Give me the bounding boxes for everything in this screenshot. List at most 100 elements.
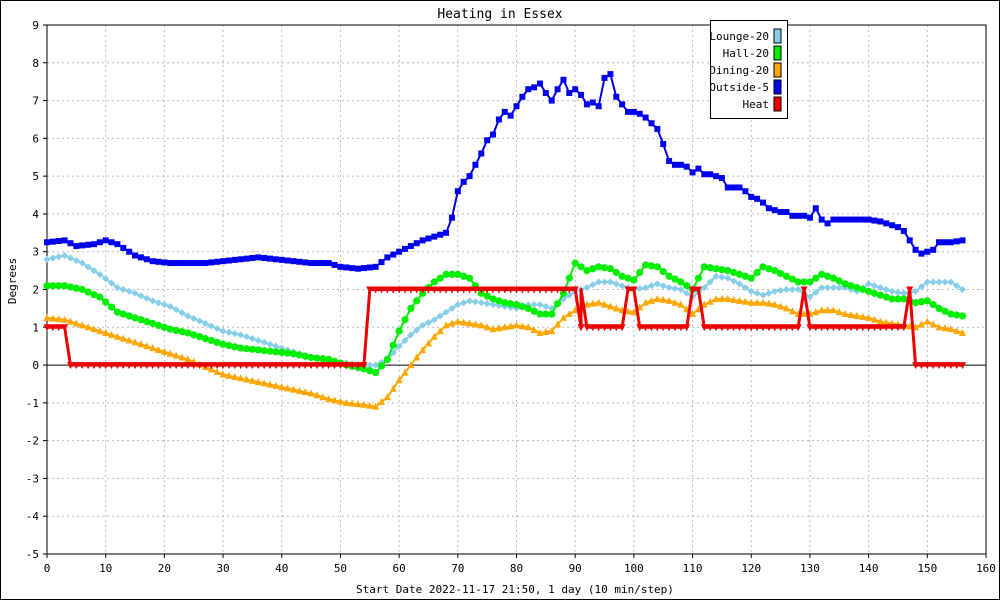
legend-entry-label: Heat (743, 98, 770, 111)
y-tick-label: 6 (32, 132, 39, 145)
data-point (143, 362, 151, 370)
data-point (612, 304, 620, 312)
data-point (442, 270, 450, 278)
data-point (794, 286, 802, 293)
x-tick-label: 30 (216, 562, 229, 575)
data-point (888, 324, 896, 332)
data-point (618, 324, 626, 332)
data-point (736, 296, 744, 304)
data-point (196, 362, 204, 370)
data-point (513, 321, 520, 329)
data-point (759, 324, 767, 332)
data-point (812, 205, 819, 212)
data-point (771, 324, 779, 332)
data-point (882, 318, 890, 326)
data-point (595, 324, 603, 332)
data-point (466, 297, 474, 305)
y-tick-label: 2 (32, 284, 39, 297)
data-point (383, 393, 391, 401)
data-point (201, 320, 209, 328)
data-point (489, 301, 497, 309)
x-tick-label: 140 (859, 562, 879, 575)
data-point (958, 312, 967, 320)
data-point (935, 323, 943, 331)
data-point (90, 267, 98, 275)
data-point (736, 280, 744, 288)
data-point (730, 295, 738, 303)
data-point (835, 284, 843, 292)
data-point (125, 287, 133, 295)
data-point (747, 298, 755, 306)
data-point (659, 324, 667, 332)
data-point (243, 375, 251, 383)
y-axis-label: Degrees (6, 258, 19, 304)
data-point (566, 90, 573, 97)
data-point (284, 362, 292, 370)
data-point (419, 286, 427, 294)
series-group (43, 71, 967, 410)
data-point (671, 298, 679, 306)
data-point (747, 287, 755, 295)
data-point (783, 209, 790, 216)
data-point (906, 286, 914, 294)
data-point (829, 274, 838, 282)
data-point (195, 333, 204, 341)
data-point (747, 324, 755, 332)
data-point (43, 324, 51, 332)
data-point (466, 286, 474, 294)
data-point (396, 248, 403, 255)
data-point (930, 246, 937, 253)
data-point (96, 327, 104, 335)
data-point (272, 256, 279, 263)
data-point (107, 303, 116, 311)
data-point (513, 103, 520, 110)
data-point (301, 362, 309, 370)
data-point (143, 294, 151, 302)
data-point (466, 319, 474, 327)
data-point (260, 346, 268, 355)
data-point (319, 355, 327, 363)
data-point (724, 324, 732, 332)
data-point (694, 305, 702, 313)
data-point (959, 328, 967, 336)
data-point (202, 260, 209, 267)
data-point (765, 289, 773, 297)
data-point (278, 256, 285, 263)
data-point (712, 265, 720, 273)
y-tick-label: -5 (26, 548, 39, 561)
data-point (66, 254, 74, 262)
data-point (882, 324, 890, 332)
data-point (437, 231, 444, 238)
data-point (207, 362, 215, 370)
data-point (49, 314, 57, 322)
data-point (894, 324, 902, 332)
data-point (424, 339, 432, 347)
data-point (835, 277, 843, 285)
data-point (313, 362, 321, 370)
data-point (254, 346, 262, 354)
data-point (683, 324, 691, 332)
data-point (390, 251, 397, 258)
data-point (284, 349, 292, 357)
data-point (959, 237, 966, 244)
data-point (424, 319, 432, 327)
data-point (700, 324, 708, 332)
data-point (372, 263, 379, 270)
data-point (119, 310, 127, 318)
data-point (612, 280, 620, 288)
data-point (929, 278, 937, 286)
data-point (782, 304, 790, 312)
data-point (518, 302, 526, 311)
data-point (677, 286, 685, 293)
data-point (55, 324, 63, 332)
data-point (800, 310, 808, 318)
data-point (671, 285, 679, 293)
data-point (747, 274, 755, 282)
data-point (478, 150, 485, 157)
data-point (642, 261, 650, 269)
x-tick-label: 50 (334, 562, 347, 575)
data-point (149, 319, 157, 328)
data-point (72, 284, 80, 292)
data-point (595, 278, 603, 286)
data-point (642, 284, 650, 292)
